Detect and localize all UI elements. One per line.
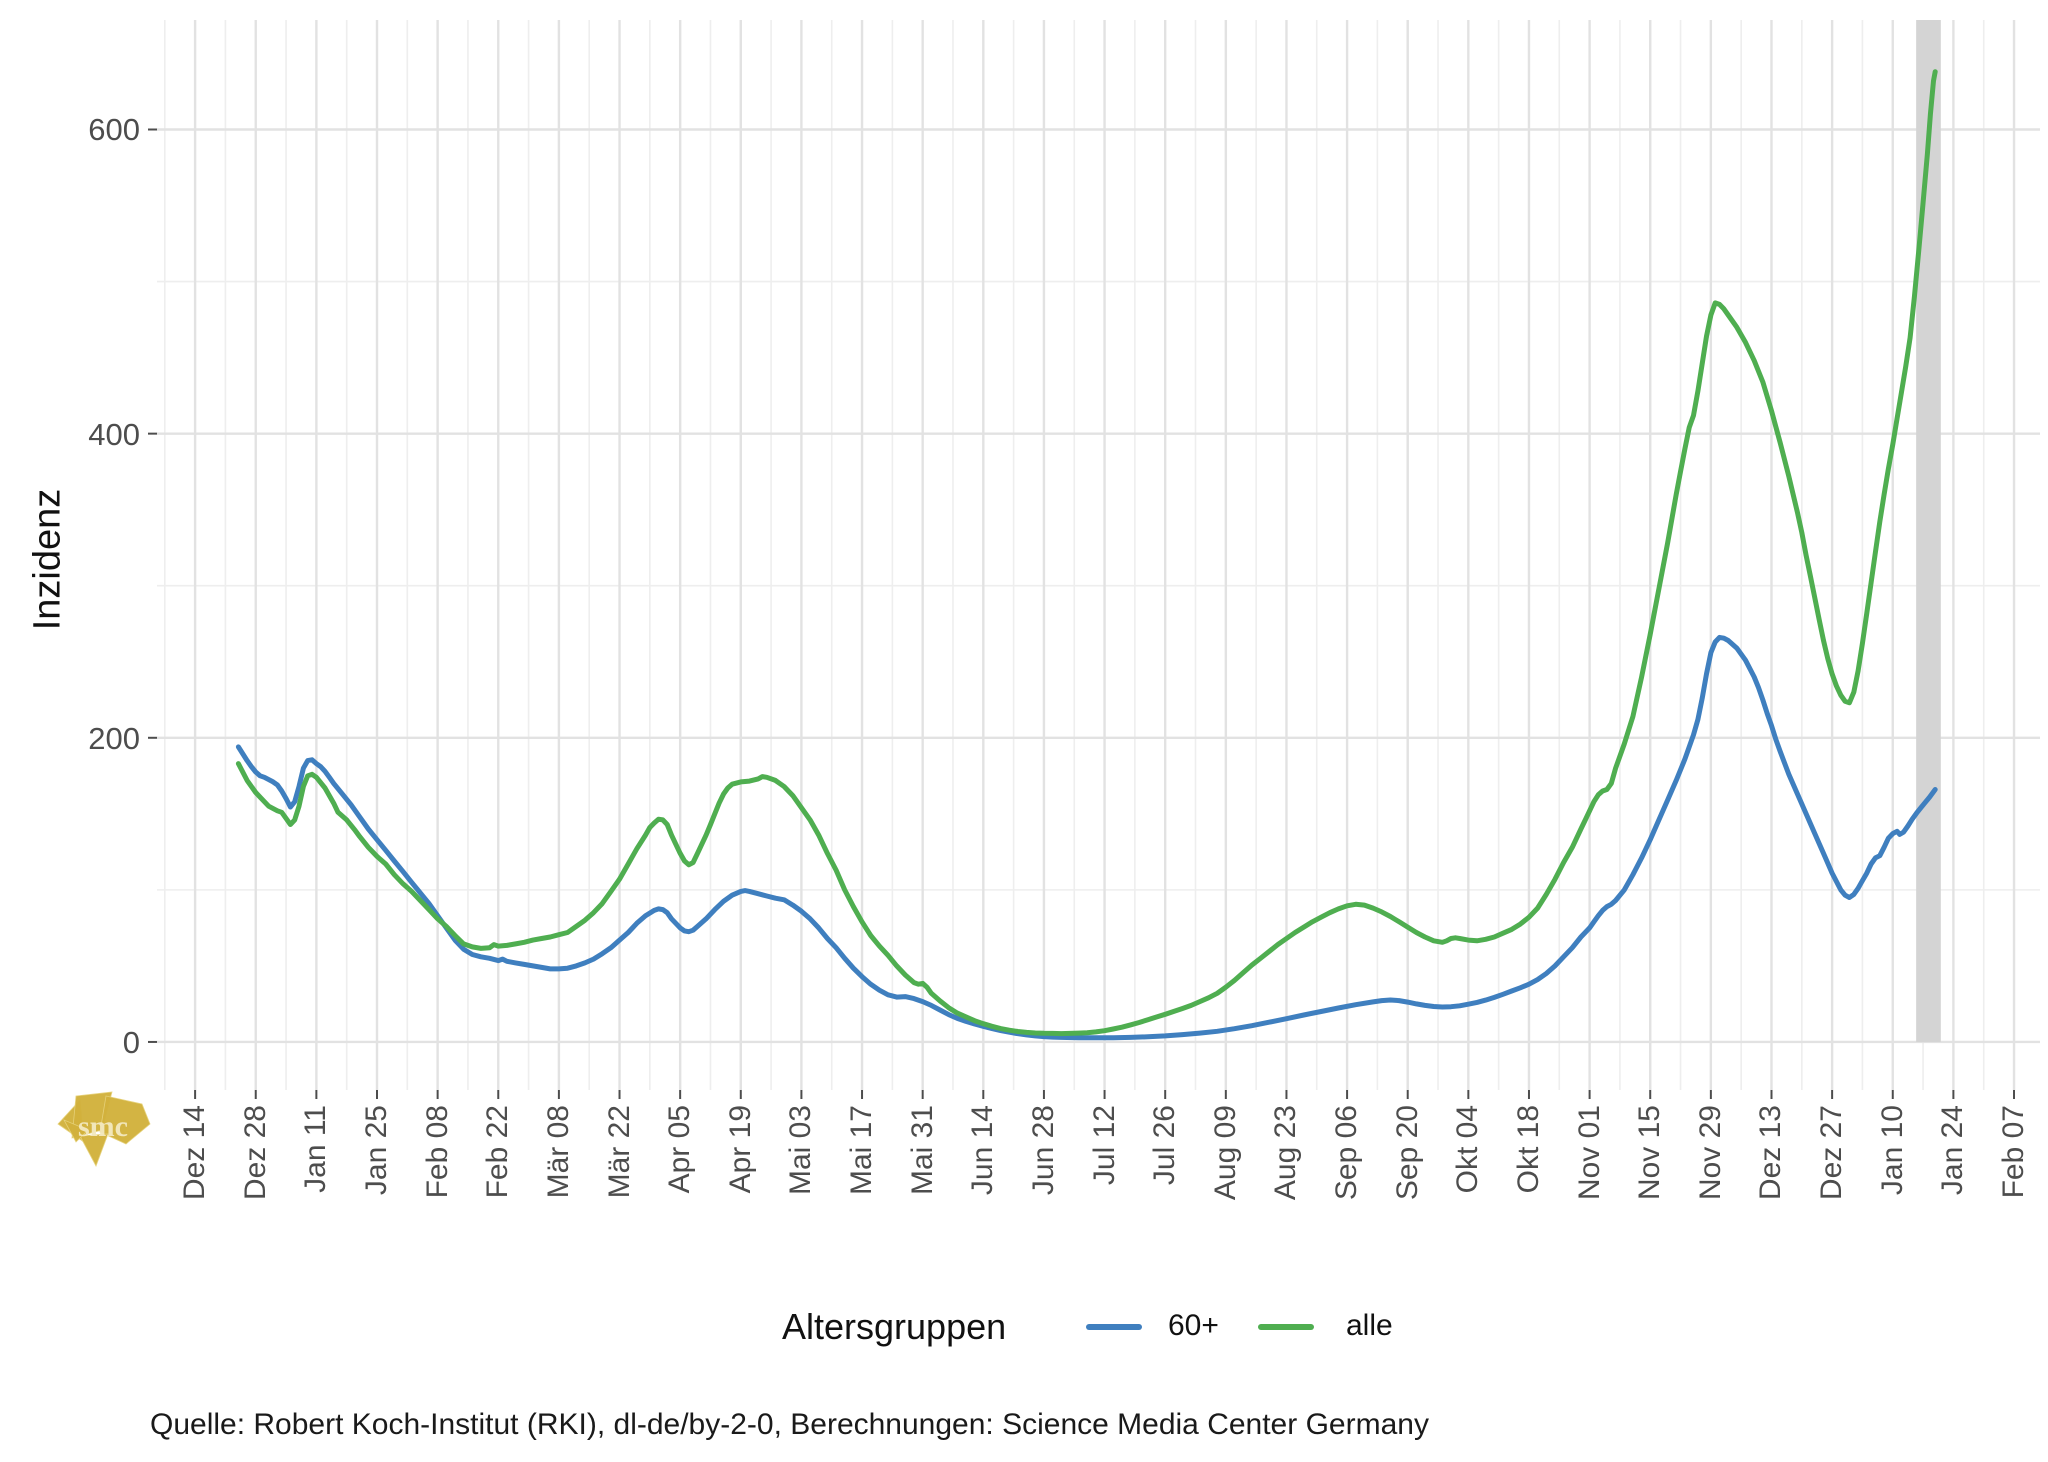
x-tick-label: Jul 26 bbox=[1148, 1105, 1182, 1186]
series-lines bbox=[235, 69, 1938, 1041]
y-tick-label: 400 bbox=[88, 416, 140, 452]
x-tick-label: Dez 13 bbox=[1754, 1105, 1788, 1201]
line-alle bbox=[235, 69, 1938, 1037]
source-credit: Quelle: Robert Koch-Institut (RKI), dl-d… bbox=[150, 1408, 1429, 1441]
x-tick-label: Okt 18 bbox=[1511, 1105, 1545, 1194]
gridlines-minor bbox=[157, 20, 2040, 1090]
x-tick-label: Mär 22 bbox=[602, 1105, 636, 1199]
legend-label-60plus: 60+ bbox=[1168, 1309, 1219, 1342]
x-tick-label: Nov 15 bbox=[1633, 1105, 1667, 1201]
x-tick-label: Okt 04 bbox=[1451, 1105, 1485, 1194]
y-tick-label: 0 bbox=[122, 1024, 140, 1060]
x-tick-label: Aug 23 bbox=[1269, 1105, 1303, 1201]
y-axis-title: Inzidenz bbox=[26, 488, 69, 631]
smc-logo: smc bbox=[57, 1091, 151, 1167]
recent-data-band bbox=[1916, 20, 1941, 1042]
x-tick-label: Jul 12 bbox=[1087, 1105, 1121, 1186]
x-tick-label: Jan 25 bbox=[360, 1105, 393, 1196]
x-tick-label: Mai 31 bbox=[905, 1105, 939, 1196]
x-tick-label: Jan 24 bbox=[1936, 1105, 1970, 1196]
legend-title: Altersgruppen bbox=[782, 1306, 1007, 1347]
x-tick-label: Feb 07 bbox=[1997, 1105, 2031, 1199]
y-tick-label: 200 bbox=[88, 720, 140, 756]
x-tick-label: Dez 28 bbox=[238, 1105, 272, 1201]
x-tick-label: Aug 09 bbox=[1208, 1105, 1242, 1201]
x-tick-label: Sep 20 bbox=[1390, 1105, 1424, 1201]
axis-tick-marks bbox=[148, 128, 2016, 1099]
x-tick-label: Dez 14 bbox=[178, 1105, 212, 1201]
legend-swatch-60plus bbox=[1086, 1324, 1142, 1330]
legend-swatch-alle bbox=[1258, 1324, 1314, 1330]
legend: Altersgruppen 60+ alle bbox=[0, 1300, 2048, 1356]
x-tick-label: Jan 10 bbox=[1875, 1105, 1909, 1196]
x-tick-label: Apr 05 bbox=[663, 1105, 697, 1194]
x-tick-label: Jun 14 bbox=[966, 1105, 1000, 1196]
x-tick-label: Feb 22 bbox=[481, 1105, 515, 1199]
y-tick-label: 600 bbox=[88, 112, 140, 148]
x-tick-label: Nov 01 bbox=[1572, 1105, 1606, 1201]
gridlines-major bbox=[157, 20, 2040, 1090]
x-tick-label: Jan 11 bbox=[299, 1105, 333, 1193]
x-tick-label: Mai 17 bbox=[845, 1105, 879, 1196]
x-tick-label: Dez 27 bbox=[1815, 1105, 1849, 1201]
x-tick-label: Sep 06 bbox=[1330, 1105, 1364, 1201]
smc-logo-shape bbox=[57, 1091, 151, 1167]
x-tick-label: Jun 28 bbox=[1026, 1105, 1060, 1196]
smc-logo-text: smc bbox=[78, 1110, 128, 1143]
legend-label-alle: alle bbox=[1346, 1309, 1393, 1342]
x-tick-label: Apr 19 bbox=[723, 1105, 757, 1194]
x-tick-label: Nov 29 bbox=[1693, 1105, 1727, 1201]
line-60+ bbox=[235, 634, 1938, 1041]
x-tick-label: Mai 03 bbox=[784, 1105, 818, 1196]
x-tick-label: Mär 08 bbox=[541, 1105, 575, 1199]
x-tick-label: Feb 08 bbox=[420, 1105, 454, 1199]
